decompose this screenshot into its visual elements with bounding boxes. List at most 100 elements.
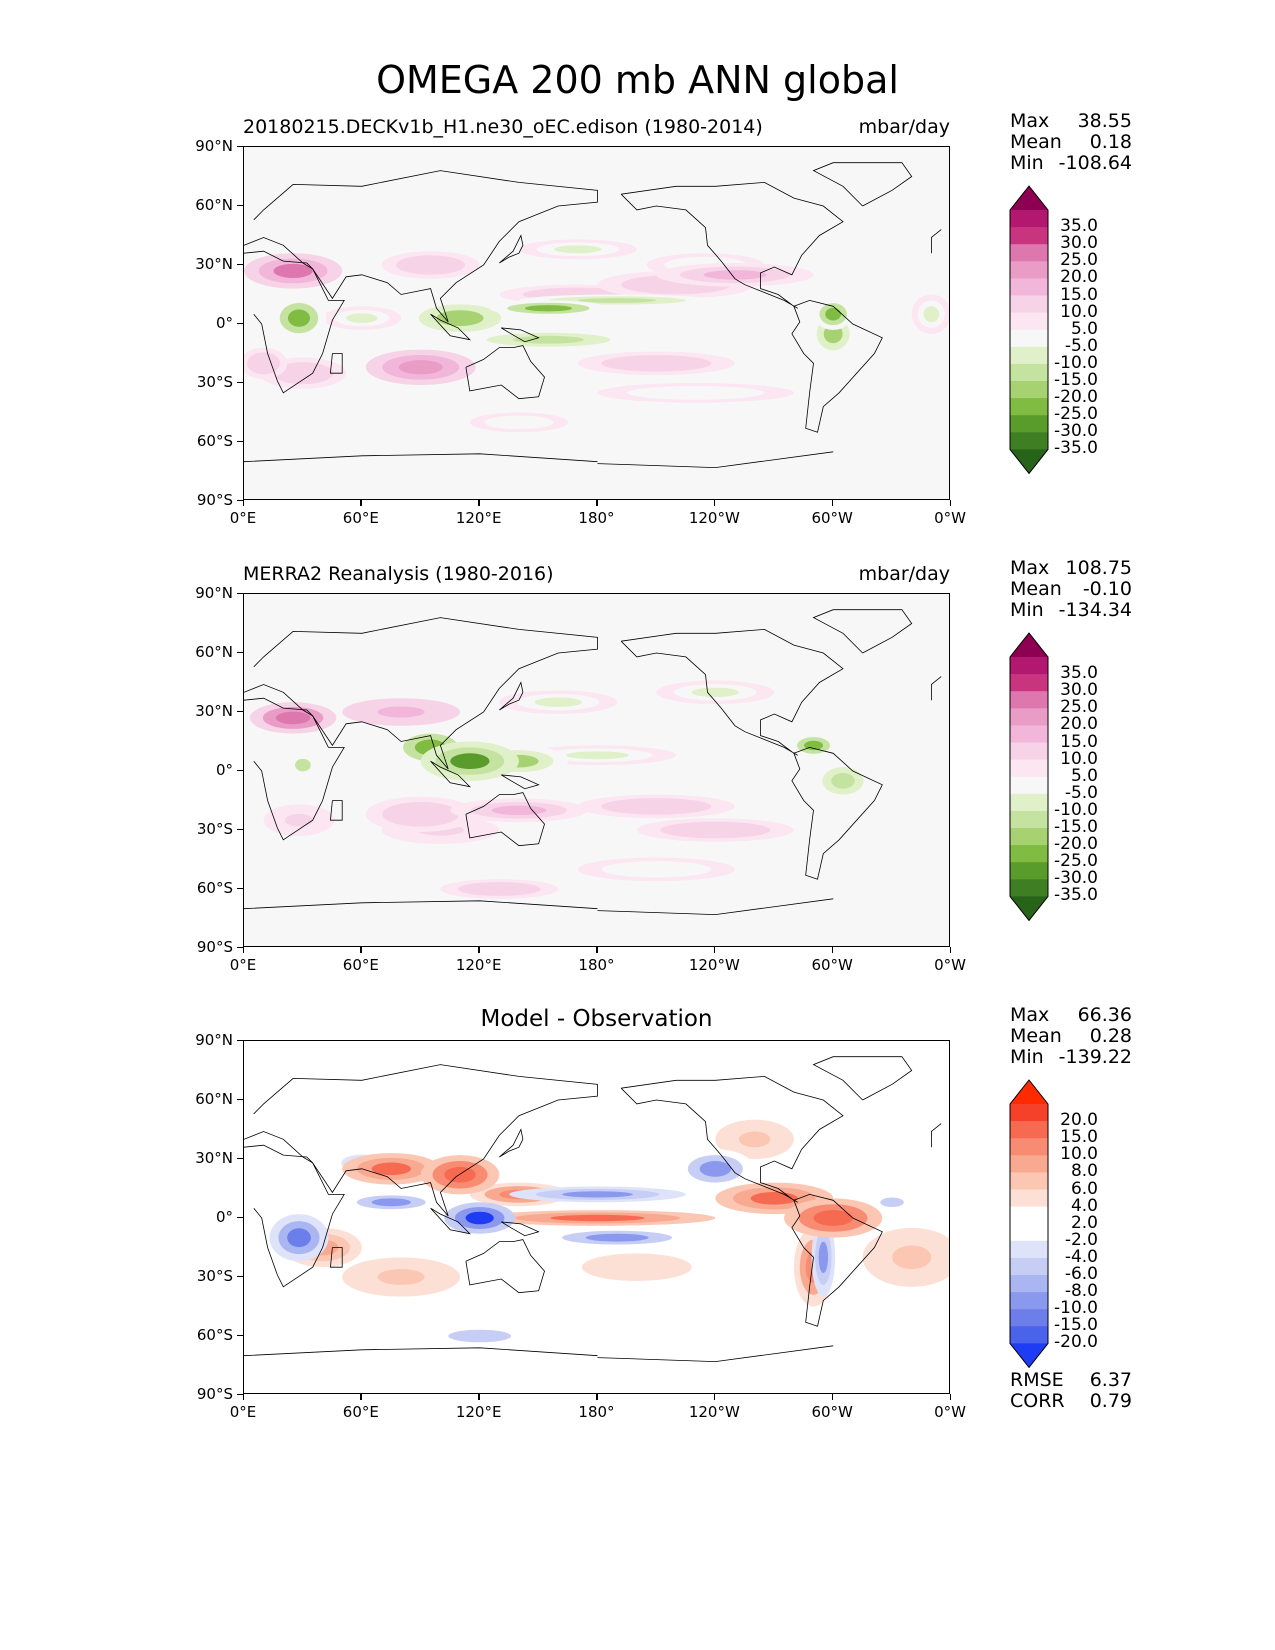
lon-tick-label: 120°W xyxy=(688,1403,740,1421)
lon-tick-mark xyxy=(831,1394,834,1400)
colorbar-segment xyxy=(1010,1257,1048,1276)
lon-tick-mark xyxy=(478,1394,480,1400)
metrics-block: RMSE 6.37 CORR 0.79 xyxy=(1010,1370,1132,1412)
field-contour xyxy=(465,1211,494,1225)
field-contour xyxy=(554,245,602,254)
lon-tick-label: 60°E xyxy=(342,956,379,974)
colorbar-segment xyxy=(1010,1292,1048,1310)
colorbar-arrow-top xyxy=(1010,1080,1048,1104)
colorbar-label: 30.0 xyxy=(1060,680,1098,701)
field-contour xyxy=(475,885,523,893)
stat-row: Max 66.36 xyxy=(1010,1005,1132,1026)
colorbar-segment xyxy=(1010,1104,1048,1122)
colorbar-segment xyxy=(1010,793,1048,812)
field-contour xyxy=(436,310,484,326)
colorbar-label: -25.0 xyxy=(1054,851,1098,872)
lat-tick-label: 0° xyxy=(215,314,233,332)
metric-value: 0.79 xyxy=(1089,1390,1132,1412)
stat-row: Min -139.22 xyxy=(1010,1047,1132,1068)
lat-tick-mark xyxy=(237,440,243,442)
coastline xyxy=(244,1064,942,1217)
colorbar-label: 20.0 xyxy=(1060,1110,1098,1131)
coastline xyxy=(244,1144,345,1288)
field-contour xyxy=(450,753,490,770)
colorbar-segment xyxy=(1010,1240,1048,1259)
colorbar-segment xyxy=(1010,432,1048,450)
lat-tick-label: 30°N xyxy=(195,255,233,273)
colorbar-segment xyxy=(1010,415,1048,433)
field-contour xyxy=(703,270,767,280)
lat-tick-label: 60°N xyxy=(195,196,233,214)
field-contour xyxy=(656,388,735,397)
colorbar-outline xyxy=(1009,632,1049,922)
field-contour xyxy=(577,298,657,303)
stat-row: Mean -0.10 xyxy=(1010,579,1132,600)
field-contour xyxy=(550,1214,645,1222)
stat-label: Min xyxy=(1010,152,1044,174)
colorbar-segment xyxy=(1010,725,1048,743)
lat-tick-label: 30°S xyxy=(196,373,233,391)
field-contour xyxy=(346,313,378,323)
coastline xyxy=(329,1247,343,1268)
stat-label: Mean xyxy=(1010,131,1062,153)
lat-tick-label: 30°N xyxy=(195,702,233,720)
lon-tick-mark xyxy=(713,1394,716,1400)
field-contour xyxy=(398,807,443,822)
lat-tick-label: 60°N xyxy=(195,1090,233,1108)
coastline xyxy=(812,1056,913,1101)
coastline xyxy=(501,1221,540,1237)
stat-value: 38.55 xyxy=(1077,110,1132,132)
lon-tick-mark xyxy=(949,947,951,953)
coastline xyxy=(244,451,834,469)
map-canvas xyxy=(244,1041,949,1393)
field-contour xyxy=(254,357,274,370)
colorbar-segment xyxy=(1010,759,1048,778)
colorbar-label: -10.0 xyxy=(1054,799,1098,820)
field-contour xyxy=(377,706,425,718)
lat-tick-label: 60°N xyxy=(195,643,233,661)
field-contour xyxy=(738,1131,771,1148)
lon-tick-mark xyxy=(831,500,834,506)
colorbar-label: -5.0 xyxy=(1064,335,1098,356)
lat-tick-label: 30°S xyxy=(196,820,233,838)
colorbar-segment xyxy=(1010,329,1048,348)
colorbar-segment xyxy=(1010,244,1048,262)
stat-label: Mean xyxy=(1010,1025,1062,1047)
coastline xyxy=(620,1075,844,1203)
coastline xyxy=(791,1193,883,1327)
colorbar-label: 25.0 xyxy=(1060,697,1098,718)
lat-tick-mark xyxy=(237,1275,243,1277)
colorbar-label: 15.0 xyxy=(1060,1127,1098,1148)
lon-tick-label: 120°E xyxy=(455,509,502,527)
coastline xyxy=(620,628,844,756)
stat-label: Max xyxy=(1010,110,1050,132)
stat-row: Min -108.64 xyxy=(1010,153,1132,174)
colorbar-label: 5.0 xyxy=(1070,318,1098,339)
lon-tick-mark xyxy=(360,500,362,506)
lon-tick-mark xyxy=(713,500,716,506)
coastline xyxy=(244,170,942,323)
colorbar-label: 8.0 xyxy=(1070,1161,1098,1182)
coastline xyxy=(329,353,343,374)
field-contour xyxy=(491,805,547,816)
colorbar-label: -2.0 xyxy=(1064,1229,1098,1250)
field-contour xyxy=(371,1162,411,1176)
lon-tick-mark xyxy=(596,1394,598,1400)
stat-value: 0.18 xyxy=(1089,131,1132,153)
lon-tick-mark xyxy=(360,1394,362,1400)
metric-label: RMSE xyxy=(1010,1369,1064,1391)
colorbar-segment xyxy=(1010,381,1048,399)
lon-tick-label: 120°W xyxy=(688,956,740,974)
lon-tick-mark xyxy=(242,947,244,953)
lat-tick-mark xyxy=(237,1334,243,1336)
coastline xyxy=(244,697,345,841)
lat-tick-label: 90°S xyxy=(196,1385,233,1403)
lon-tick-label: 0°W xyxy=(934,1403,966,1421)
colorbar-segment xyxy=(1010,363,1048,382)
colorbar-arrow-bottom xyxy=(1010,1343,1048,1368)
colorbar-arrow-top xyxy=(1010,186,1048,210)
map-panel xyxy=(243,1040,950,1394)
colorbar-label: 35.0 xyxy=(1060,216,1098,237)
field-contour xyxy=(499,418,539,427)
colorbar-segment xyxy=(1010,210,1048,228)
